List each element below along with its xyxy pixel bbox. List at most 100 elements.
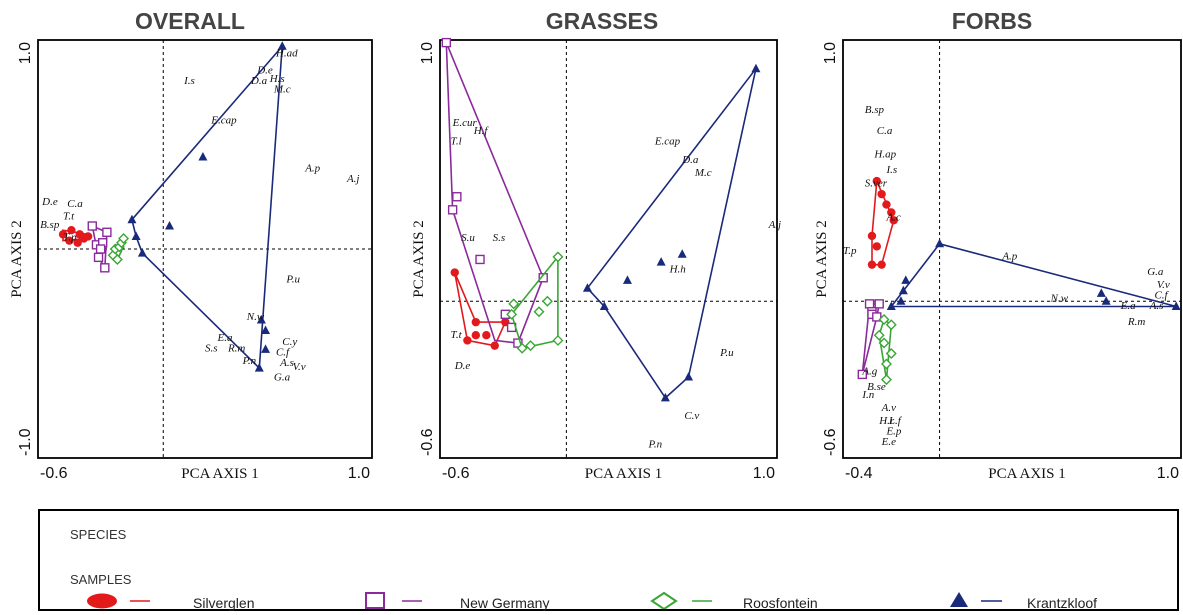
panel3-point-krantzkloof bbox=[1171, 301, 1181, 310]
panel3-species-label: V.v bbox=[1157, 279, 1170, 291]
panel1-species-label: T.p bbox=[63, 232, 77, 244]
panel3-point-newgermany bbox=[864, 299, 875, 309]
panel2-point-newgermany bbox=[447, 205, 458, 215]
panel1-ytick-label: -1.0 bbox=[17, 428, 34, 456]
panel3-point-newgermany bbox=[872, 312, 882, 322]
legend-roosfontein-symbol bbox=[650, 591, 678, 609]
panel2-point-roosfontein bbox=[525, 340, 537, 352]
panel1-point-krantzkloof bbox=[137, 248, 147, 257]
panel2-point-krantzkloof bbox=[622, 275, 632, 284]
panel1-ytick-label: 1.0 bbox=[17, 42, 34, 64]
panel3-point-roosfontein bbox=[878, 337, 890, 349]
panel1-species-label: G.a bbox=[274, 372, 291, 384]
panel2-point-krantzkloof bbox=[582, 283, 592, 292]
legend-newgermany-label: New Germany bbox=[460, 595, 550, 611]
panel1-species-label: I.s bbox=[183, 75, 195, 87]
panel1-species-label: A.s bbox=[279, 357, 294, 369]
panel3-point-roosfontein bbox=[880, 374, 892, 386]
panel1-point-krantzkloof bbox=[254, 363, 264, 372]
panel3-point-silverglen bbox=[872, 176, 881, 186]
panel3-species-label: E.e bbox=[881, 436, 896, 448]
panel3-species-label: A.g bbox=[861, 365, 877, 377]
panel-title-overall: OVERALL bbox=[135, 8, 245, 34]
panel2-species-label: C.v bbox=[684, 410, 699, 422]
panel3-point-newgermany bbox=[857, 369, 868, 380]
panel1-point-krantzkloof bbox=[256, 315, 266, 324]
panel3-species-label: R.m bbox=[1127, 316, 1145, 328]
panel3-species-label: S.ver bbox=[865, 177, 888, 189]
panel3-x-axis-label: PCA AXIS 1 bbox=[988, 466, 1066, 482]
panel3-point-silverglen bbox=[887, 208, 896, 217]
panel3-species-label: E.a bbox=[1120, 300, 1136, 312]
panel2-point-silverglen bbox=[463, 336, 472, 345]
panel3-species-label: I.n bbox=[861, 389, 874, 401]
panel1-point-newgermany bbox=[93, 252, 104, 263]
panel3-point-krantzkloof bbox=[1096, 288, 1106, 297]
panel2-species-label: H.f bbox=[473, 125, 490, 137]
legend-roosfontein-label: Roosfontein bbox=[743, 595, 818, 611]
panel3-point-krantzkloof bbox=[896, 296, 906, 305]
panel1-species-label: S.s bbox=[205, 342, 218, 354]
panel2-species-label: E.cap bbox=[654, 136, 681, 148]
panel2-point-roosfontein bbox=[516, 342, 528, 354]
panel1-species-label: D.e bbox=[41, 196, 58, 208]
panel2-xtick-label: -0.6 bbox=[442, 465, 470, 482]
panel1-point-roosfontein bbox=[111, 253, 123, 265]
panel1-point-silverglen bbox=[67, 225, 76, 235]
panel2-species-label: M.c bbox=[694, 167, 712, 179]
legend-silverglen-label: Silverglen bbox=[193, 595, 255, 611]
panel3-point-silverglen bbox=[877, 260, 886, 269]
panel2-hull-silverglen bbox=[453, 272, 507, 347]
panel3-point-roosfontein bbox=[885, 319, 897, 331]
panel2-species-label: S.s bbox=[493, 232, 506, 244]
panel2-hull-krantzkloof bbox=[586, 68, 757, 400]
panel1-point-krantzkloof bbox=[165, 221, 175, 230]
panel-title-grasses: GRASSES bbox=[545, 8, 659, 34]
panel2-point-roosfontein bbox=[541, 295, 553, 307]
legend-krantzkloof-symbol bbox=[950, 592, 968, 607]
panel3-species-label: A.v bbox=[881, 402, 896, 414]
legend-samples-heading: SAMPLES bbox=[70, 572, 132, 587]
panel1-species-label: R.m bbox=[227, 342, 245, 354]
panel1-x-axis-label: PCA AXIS 1 bbox=[181, 466, 259, 482]
panel2-point-newgermany bbox=[538, 273, 548, 283]
panel3-point-roosfontein bbox=[878, 314, 890, 326]
panel1-species-label: E.cap bbox=[210, 115, 237, 127]
panel1-point-silverglen bbox=[65, 236, 74, 245]
panel3-frame bbox=[842, 39, 1182, 459]
panel-title-forbs: FORBS bbox=[951, 8, 1033, 34]
panel3-species-label: T.p bbox=[843, 245, 857, 257]
panel1-point-krantzkloof bbox=[277, 41, 287, 50]
panel1-species-label: T.t bbox=[63, 211, 75, 223]
panel2-point-roosfontein bbox=[552, 251, 564, 263]
panel2-species-label: D.a bbox=[681, 154, 699, 166]
panel2-hull-newgermany bbox=[445, 42, 545, 344]
panel2-point-silverglen bbox=[450, 268, 459, 277]
panel2-point-roosfontein bbox=[552, 334, 564, 346]
panel1-point-krantzkloof bbox=[261, 325, 271, 335]
legend-silverglen-symbol bbox=[87, 593, 117, 609]
legend-symbols bbox=[87, 591, 1002, 609]
panel1-point-krantzkloof bbox=[131, 231, 141, 240]
panel2-x-axis-label: PCA AXIS 1 bbox=[585, 466, 663, 482]
panel1-species-label: P.u bbox=[285, 273, 300, 285]
panel2-species-label: E.cur bbox=[452, 117, 478, 129]
panel1-point-newgermany bbox=[87, 221, 97, 231]
legend-newgermany-symbol bbox=[365, 592, 385, 609]
panel3-species-label: I.s bbox=[885, 164, 897, 176]
panel2-frame bbox=[439, 39, 778, 459]
panel3-point-krantzkloof bbox=[901, 275, 911, 284]
panel3-hull-krantzkloof bbox=[889, 242, 1177, 308]
panel3-point-silverglen bbox=[867, 260, 877, 269]
panel3-species-label: H.ap bbox=[873, 149, 896, 161]
panel3-xtick-label: -0.4 bbox=[845, 465, 873, 482]
panel1-species-label: V.v bbox=[293, 361, 306, 373]
panel3-species-label: C.a bbox=[877, 125, 893, 137]
panel2-species-label: P.n bbox=[648, 439, 663, 451]
legend-species-heading: SPECIES bbox=[70, 527, 127, 542]
panel3-species-label: B.se bbox=[867, 381, 886, 393]
panel3-point-silverglen bbox=[889, 216, 898, 225]
panel2-xtick-label: 1.0 bbox=[753, 465, 775, 482]
panel2-ytick-label: 1.0 bbox=[419, 42, 436, 64]
panel1-xtick-label: -0.6 bbox=[40, 465, 68, 482]
